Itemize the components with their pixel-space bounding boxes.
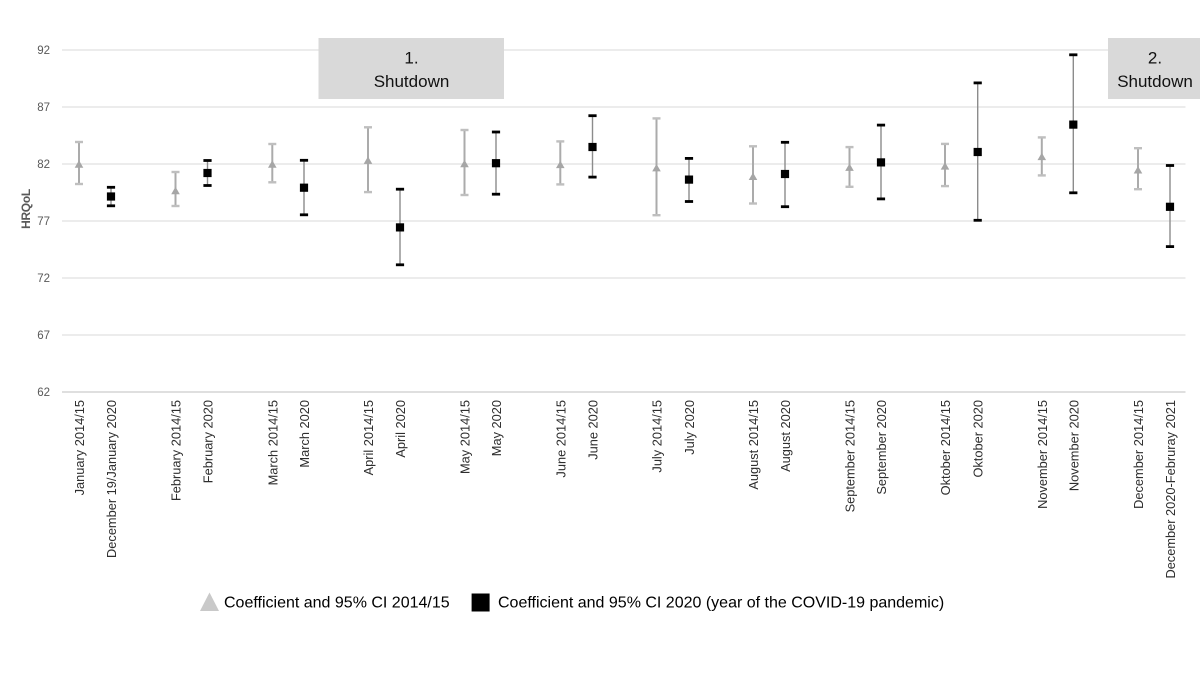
svg-text:2.: 2. bbox=[1148, 49, 1162, 68]
svg-text:HRQoL: HRQoL bbox=[19, 189, 33, 229]
svg-text:Coefficient and 95% CI 2020 (y: Coefficient and 95% CI 2020 (year of the… bbox=[498, 595, 944, 612]
svg-text:December 2014/15: December 2014/15 bbox=[1131, 400, 1146, 509]
svg-text:September 2014/15: September 2014/15 bbox=[843, 400, 858, 512]
svg-text:Shutdown: Shutdown bbox=[1117, 72, 1193, 91]
svg-text:January 2014/15: January 2014/15 bbox=[72, 400, 87, 495]
svg-text:67: 67 bbox=[37, 330, 50, 342]
svg-text:July 2014/15: July 2014/15 bbox=[650, 400, 665, 473]
svg-text:Oktober 2014/15: Oktober 2014/15 bbox=[938, 400, 953, 495]
svg-text:December 19/January 2020: December 19/January 2020 bbox=[104, 400, 119, 558]
svg-text:April 2020: April 2020 bbox=[393, 400, 408, 458]
svg-text:April 2014/15: April 2014/15 bbox=[361, 400, 376, 475]
svg-text:February 2020: February 2020 bbox=[201, 400, 216, 483]
svg-text:62: 62 bbox=[37, 387, 50, 399]
svg-text:June 2014/15: June 2014/15 bbox=[553, 400, 568, 478]
svg-text:November 2020: November 2020 bbox=[1066, 400, 1081, 491]
svg-text:March 2020: March 2020 bbox=[297, 400, 312, 468]
svg-text:87: 87 bbox=[37, 102, 50, 114]
svg-text:July 2020: July 2020 bbox=[682, 400, 697, 455]
svg-text:May 2014/15: May 2014/15 bbox=[458, 400, 473, 474]
svg-text:77: 77 bbox=[37, 216, 50, 228]
svg-text:June 2020: June 2020 bbox=[586, 400, 601, 460]
svg-text:September 2020: September 2020 bbox=[874, 400, 889, 495]
svg-text:November 2014/15: November 2014/15 bbox=[1035, 400, 1050, 509]
svg-text:August 2020: August 2020 bbox=[778, 400, 793, 472]
svg-text:82: 82 bbox=[37, 159, 50, 171]
svg-text:March 2014/15: March 2014/15 bbox=[265, 400, 280, 485]
svg-text:Shutdown: Shutdown bbox=[374, 72, 450, 91]
svg-text:1.: 1. bbox=[404, 49, 418, 68]
svg-text:May 2020: May 2020 bbox=[489, 400, 504, 456]
svg-text:December 2020-Februray 2021: December 2020-Februray 2021 bbox=[1163, 400, 1178, 579]
svg-text:Coefficient and 95% CI 2014/15: Coefficient and 95% CI 2014/15 bbox=[224, 595, 450, 612]
svg-text:Oktober 2020: Oktober 2020 bbox=[971, 400, 986, 478]
svg-text:72: 72 bbox=[37, 273, 50, 285]
svg-text:92: 92 bbox=[37, 45, 50, 57]
svg-text:August 2014/15: August 2014/15 bbox=[746, 400, 761, 490]
svg-text:February 2014/15: February 2014/15 bbox=[169, 400, 184, 501]
